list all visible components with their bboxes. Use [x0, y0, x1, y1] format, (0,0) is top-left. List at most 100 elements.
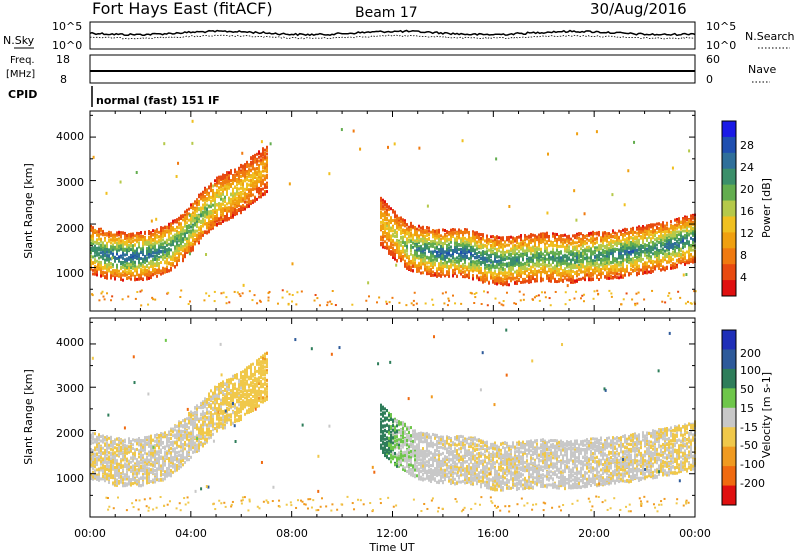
echo-cell: [462, 230, 464, 234]
echo-cell: [138, 234, 140, 238]
echo-cell: [468, 257, 470, 261]
echo-cell: [552, 276, 554, 280]
echo-cell: [492, 250, 494, 254]
echo-cell: [192, 225, 194, 229]
echo-cell: [100, 264, 102, 268]
echo-cell: [538, 253, 540, 257]
echo-cell: [96, 253, 98, 257]
echo-cell: [388, 228, 390, 232]
echo-cell: [384, 221, 386, 225]
echo-cell: [494, 254, 496, 258]
echo-cell: [478, 261, 480, 265]
echo-cell: [398, 240, 400, 244]
echo-cell: [504, 240, 506, 244]
echo-cell: [512, 274, 514, 278]
echo-cell: [518, 271, 520, 275]
echo-cell: [484, 269, 486, 273]
echo-cell: [248, 179, 250, 183]
echo-cell: [228, 216, 230, 220]
echo-cell: [528, 245, 530, 249]
echo-cell: [550, 274, 552, 278]
echo-cell: [238, 204, 240, 208]
echo-cell: [116, 238, 118, 242]
echo-cell: [500, 238, 502, 242]
echo-cell: [504, 253, 506, 257]
echo-cell: [250, 162, 252, 166]
echo-cell: [542, 257, 544, 261]
echo-cell: [142, 260, 144, 264]
echo-cell: [536, 262, 538, 266]
echo-cell: [460, 265, 462, 269]
echo-cell: [474, 231, 476, 235]
echo-cell: [564, 254, 566, 258]
echo-cell: [554, 251, 556, 255]
echo-cell: [452, 234, 454, 238]
echo-cell: [220, 210, 222, 214]
echo-cell: [492, 265, 494, 269]
echo-cell: [568, 270, 570, 274]
echo-cell: [540, 258, 542, 262]
echo-cell: [252, 163, 254, 167]
echo-cell: [214, 183, 216, 187]
echo-cell: [258, 191, 260, 195]
echo-cell: [394, 243, 396, 247]
echo-cell: [388, 235, 390, 239]
echo-cell: [480, 244, 482, 248]
echo-cell: [574, 279, 576, 283]
echo-cell: [204, 202, 206, 206]
echo-cell: [580, 238, 582, 242]
echo-cell: [262, 147, 264, 151]
echo-cell: [222, 189, 224, 193]
echo-cell: [228, 209, 230, 213]
echo-cell: [458, 259, 460, 263]
echo-cell: [234, 178, 236, 182]
echo-cell: [230, 171, 232, 175]
station-title: Fort Hays East (fitACF): [92, 0, 273, 18]
echo-cell: [428, 242, 430, 246]
echo-cell: [474, 264, 476, 268]
echo-cell: [246, 178, 248, 182]
echo-cell: [538, 233, 540, 237]
echo-cell: [222, 173, 224, 177]
echo-cell: [116, 263, 118, 267]
echo-cell: [156, 230, 158, 234]
echo-cell: [564, 261, 566, 265]
echo-cell: [404, 220, 406, 224]
echo-cell: [502, 243, 504, 247]
echo-cell: [240, 178, 242, 182]
echo-cell: [148, 276, 150, 280]
echo-cell: [108, 231, 110, 235]
echo-cell: [470, 260, 472, 264]
echo-cell: [540, 273, 542, 277]
echo-cell: [126, 257, 128, 261]
echo-cell: [130, 237, 132, 241]
echo-cell: [204, 231, 206, 235]
echo-cell: [100, 237, 102, 241]
echo-cell: [572, 256, 574, 260]
echo-cell: [126, 258, 128, 262]
echo-cell: [426, 229, 428, 233]
echo-cell: [538, 239, 540, 243]
echo-cell: [464, 249, 466, 253]
echo-cell: [562, 261, 564, 265]
echo-cell: [156, 260, 158, 264]
echo-cell: [538, 235, 540, 239]
echo-cell: [448, 238, 450, 242]
echo-cell: [556, 273, 558, 277]
echo-cell: [530, 279, 532, 283]
echo-cell: [254, 175, 256, 179]
echo-cell: [406, 256, 408, 260]
echo-cell: [186, 227, 188, 231]
echo-cell: [134, 252, 136, 256]
echo-cell: [544, 266, 546, 270]
echo-cell: [432, 250, 434, 254]
echo-cell: [166, 257, 168, 261]
echo-cell: [232, 215, 234, 219]
echo-cell: [130, 274, 132, 278]
echo-cell: [160, 255, 162, 259]
echo-cell: [252, 176, 254, 180]
echo-cell: [214, 179, 216, 183]
echo-cell: [116, 250, 118, 254]
echo-cell: [254, 170, 256, 174]
echo-cell: [232, 189, 234, 193]
